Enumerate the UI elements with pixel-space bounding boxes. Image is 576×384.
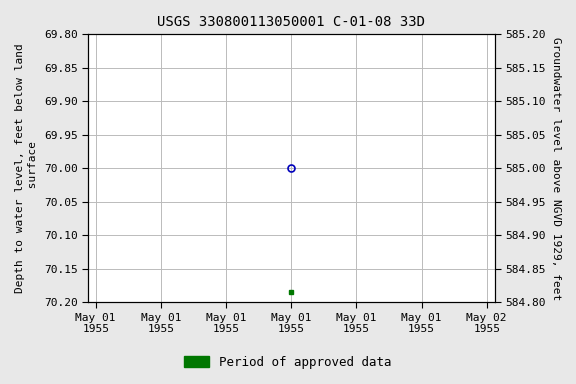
Legend: Period of approved data: Period of approved data — [179, 351, 397, 374]
Y-axis label: Depth to water level, feet below land
 surface: Depth to water level, feet below land su… — [15, 43, 38, 293]
Y-axis label: Groundwater level above NGVD 1929, feet: Groundwater level above NGVD 1929, feet — [551, 37, 561, 300]
Title: USGS 330800113050001 C-01-08 33D: USGS 330800113050001 C-01-08 33D — [157, 15, 425, 29]
